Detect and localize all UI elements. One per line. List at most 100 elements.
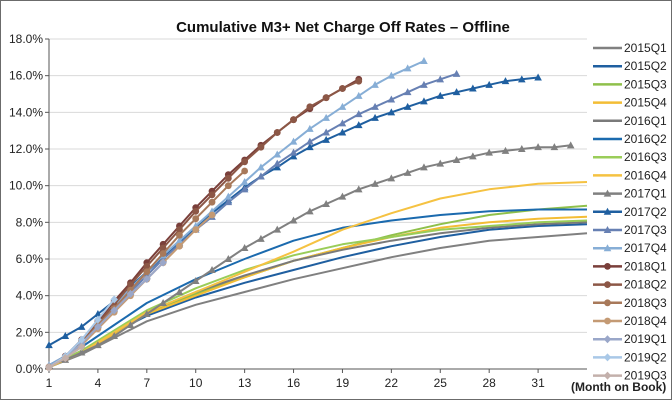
data-point	[110, 295, 119, 304]
data-point	[403, 102, 412, 110]
y-tick-label: 18.0%	[9, 32, 43, 46]
legend-item: 2017Q4	[593, 241, 667, 255]
legend-label: 2018Q1	[624, 259, 667, 273]
data-point	[110, 332, 119, 339]
legend-item: 2019Q1	[593, 332, 667, 346]
data-point	[387, 108, 396, 116]
data-point	[371, 80, 379, 88]
data-point	[94, 322, 102, 331]
series-2017q3	[45, 69, 461, 369]
data-point	[403, 168, 412, 176]
legend-label: 2018Q4	[624, 314, 667, 328]
x-tick-label: 16	[287, 376, 301, 390]
data-point	[175, 236, 184, 244]
legend-label: 2016Q3	[624, 150, 667, 164]
y-axis-ticks: 0.0% 2.0% 4.0% 6.0% 8.0% 10.0% 12.0% 14.0% 16.0%…	[9, 32, 49, 376]
series-2016q2	[48, 208, 587, 367]
data-point	[469, 84, 477, 92]
data-point	[273, 159, 282, 167]
legend-label: 2015Q3	[624, 77, 667, 91]
legend-marker	[604, 263, 611, 270]
legend-label: 2017Q4	[624, 241, 667, 255]
legend-label: 2016Q1	[624, 114, 667, 128]
y-tick-label: 0.0%	[16, 362, 44, 376]
legend-item: 2016Q3	[593, 150, 667, 164]
data-point	[420, 163, 428, 171]
gridlines	[49, 38, 587, 333]
legend-item: 2018Q3	[593, 296, 667, 310]
legend-marker	[603, 371, 612, 380]
legend-label: 2015Q2	[624, 59, 667, 73]
data-point	[61, 332, 70, 339]
legend-label: 2016Q2	[624, 132, 667, 146]
legend-item: 2016Q2	[593, 132, 667, 146]
data-point	[534, 143, 542, 151]
legend-item: 2019Q3	[593, 369, 667, 383]
data-point	[240, 178, 249, 185]
data-point	[338, 102, 347, 110]
data-point	[355, 77, 363, 85]
series-lines	[45, 57, 588, 372]
legend-item: 2015Q2	[593, 59, 667, 73]
data-point	[257, 163, 265, 171]
data-point	[322, 94, 330, 102]
data-point	[77, 335, 86, 344]
legend-label: 2015Q1	[624, 41, 667, 55]
data-point	[354, 91, 363, 99]
data-point	[273, 150, 282, 158]
x-tick-label: 1	[46, 376, 53, 390]
legend-label: 2017Q3	[624, 223, 667, 237]
data-point	[143, 262, 151, 270]
data-point	[159, 299, 167, 306]
data-point	[110, 306, 119, 315]
x-tick-label: 13	[238, 376, 252, 390]
y-tick-label: 8.0%	[16, 215, 44, 229]
data-point	[176, 226, 183, 234]
data-point	[452, 69, 461, 77]
data-point	[485, 80, 493, 88]
data-point	[306, 207, 314, 215]
y-tick-label: 6.0%	[16, 252, 44, 266]
data-point	[420, 80, 428, 88]
series-2019q2	[45, 295, 119, 372]
data-point	[127, 281, 134, 289]
data-point	[143, 275, 151, 284]
x-tick-label: 4	[95, 376, 102, 390]
data-point	[306, 137, 314, 145]
data-point	[306, 103, 314, 111]
data-point	[371, 179, 379, 187]
data-point	[126, 321, 135, 328]
data-point	[208, 211, 216, 219]
data-point	[517, 75, 526, 83]
data-point	[469, 152, 477, 160]
data-point	[273, 163, 282, 171]
legend-marker	[603, 207, 612, 215]
legend-marker	[604, 281, 611, 288]
data-point	[517, 145, 526, 152]
legend-item: 2016Q4	[593, 168, 667, 182]
data-point	[338, 119, 347, 127]
y-tick-label: 12.0%	[9, 142, 43, 156]
data-point	[61, 354, 70, 362]
data-point	[192, 207, 200, 215]
legend-marker	[603, 335, 612, 344]
series-line	[48, 219, 588, 369]
data-point	[77, 322, 86, 330]
data-point	[159, 244, 167, 252]
data-point	[566, 141, 575, 149]
data-point	[224, 255, 233, 262]
data-point	[338, 128, 347, 136]
data-point	[224, 174, 232, 182]
data-point	[420, 57, 428, 64]
data-point	[257, 172, 265, 180]
legend: 2015Q1 2015Q2 2015Q3 2015Q4 2016Q1 2016Q2 2016…	[593, 41, 667, 383]
data-point	[322, 135, 330, 143]
data-point	[159, 250, 167, 257]
y-tick-label: 4.0%	[16, 289, 44, 303]
data-point	[94, 341, 102, 349]
data-point	[77, 348, 86, 356]
legend-marker	[604, 299, 611, 307]
data-point	[143, 268, 151, 276]
data-point	[273, 129, 281, 136]
